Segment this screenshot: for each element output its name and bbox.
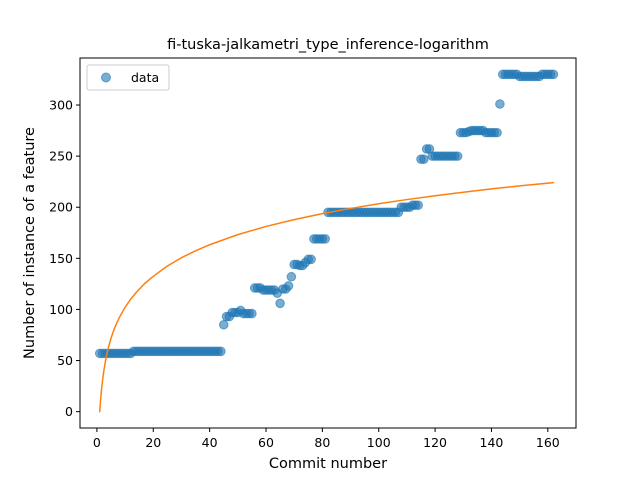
x-tick-label: 80 bbox=[314, 435, 330, 450]
chart-title: fi-tuska-jalkametri_type_inference-logar… bbox=[167, 37, 489, 53]
data-point bbox=[247, 308, 257, 319]
plot-frame bbox=[79, 57, 577, 429]
data-point bbox=[419, 154, 429, 164]
legend-label-data: data bbox=[131, 70, 159, 85]
x-tick-label: 140 bbox=[480, 435, 504, 450]
data-point bbox=[306, 254, 316, 265]
x-tick-label: 120 bbox=[423, 435, 447, 450]
series-layer bbox=[94, 69, 559, 413]
legend-marker-data bbox=[101, 72, 111, 83]
y-tick-label: 300 bbox=[49, 98, 73, 113]
data-point bbox=[452, 151, 463, 161]
data-point bbox=[218, 319, 229, 330]
x-tick-label: 0 bbox=[93, 435, 101, 450]
data-point bbox=[216, 346, 226, 357]
x-tick-label: 40 bbox=[202, 435, 218, 450]
x-tick-label: 20 bbox=[145, 435, 161, 450]
legend: data bbox=[86, 64, 170, 91]
x-axis-label: Commit number bbox=[269, 456, 387, 472]
data-point bbox=[548, 69, 559, 80]
data-point bbox=[320, 234, 330, 244]
data-point bbox=[492, 127, 502, 138]
y-axis-label: Number of instance of a feature bbox=[22, 127, 38, 359]
fit-line bbox=[98, 181, 555, 413]
y-tick-label: 100 bbox=[49, 302, 73, 317]
series-data-points bbox=[94, 69, 559, 359]
y-tick-label: 150 bbox=[49, 251, 73, 266]
data-point bbox=[413, 200, 423, 210]
y-tick-label: 200 bbox=[49, 200, 73, 215]
data-point bbox=[286, 271, 297, 282]
y-tick-label: 50 bbox=[57, 353, 73, 368]
x-axis: 0 20 40 60 80 100 120 140 160 bbox=[93, 428, 560, 450]
legend-box bbox=[86, 64, 170, 91]
data-point bbox=[275, 298, 285, 309]
data-point bbox=[283, 281, 294, 291]
data-point bbox=[495, 99, 505, 109]
x-tick-label: 60 bbox=[258, 435, 274, 450]
x-tick-label: 100 bbox=[367, 435, 391, 450]
x-tick-label: 160 bbox=[536, 435, 560, 450]
y-tick-label: 250 bbox=[49, 149, 73, 164]
y-axis: 0 50 100 150 200 250 300 bbox=[49, 98, 80, 419]
y-tick-label: 0 bbox=[65, 404, 73, 419]
